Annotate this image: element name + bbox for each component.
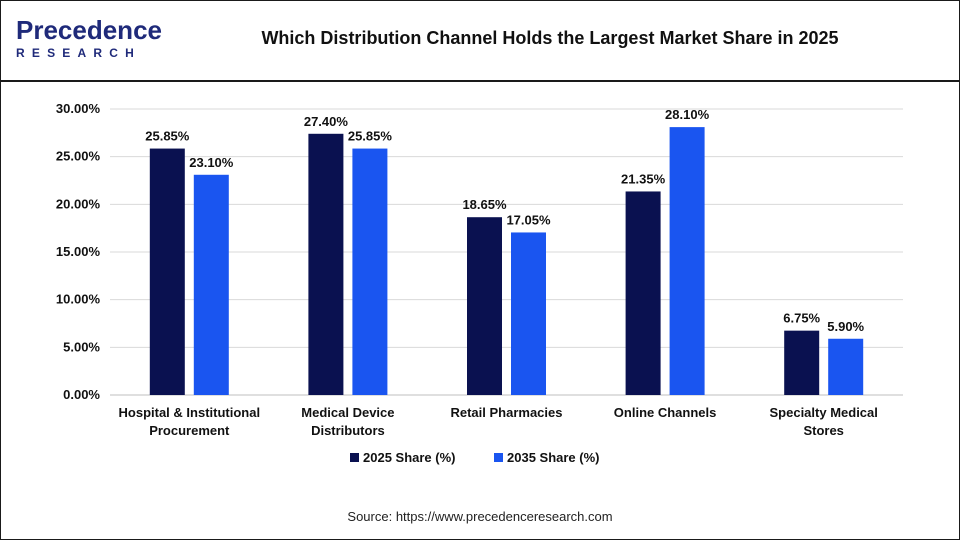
legend-label-2025: 2025 Share (%): [363, 450, 456, 465]
x-tick-label: Distributors: [311, 423, 385, 438]
bar-2035: [352, 148, 388, 395]
y-tick-label: 0.00%: [63, 387, 100, 402]
logo-subtitle: RESEARCH: [16, 46, 141, 60]
y-tick-label: 10.00%: [56, 292, 101, 307]
bar-2035: [828, 338, 864, 395]
y-tick-label: 30.00%: [56, 101, 101, 116]
bar-2025: [784, 330, 820, 395]
data-label: 23.10%: [189, 155, 234, 170]
data-label: 28.10%: [665, 107, 710, 122]
legend-swatch-2035: [494, 453, 503, 462]
brand-logo: Precedence RESEARCH: [16, 16, 166, 64]
legend-swatch-2025: [350, 453, 359, 462]
data-label: 27.40%: [304, 114, 349, 129]
bar-2025: [308, 133, 344, 395]
data-label: 5.90%: [827, 319, 864, 334]
legend-label-2035: 2035 Share (%): [507, 450, 600, 465]
bar-2035: [193, 174, 229, 395]
bar-2035: [669, 127, 705, 395]
y-tick-label: 15.00%: [56, 244, 101, 259]
x-tick-label: Procurement: [149, 423, 230, 438]
data-label: 18.65%: [462, 197, 507, 212]
x-tick-label: Online Channels: [614, 405, 717, 420]
source-note: Source: https://www.precedenceresearch.c…: [347, 509, 613, 524]
bar-chart: 0.00% 5.00% 10.00% 15.00% 20.00% 25.00% 30.00%…: [56, 101, 903, 465]
header: Precedence RESEARCH Which Distribution C…: [0, 0, 960, 82]
y-tick-label: 5.00%: [63, 339, 100, 354]
bar-2025: [149, 148, 185, 395]
x-tick-label: Medical Device: [301, 405, 394, 420]
data-label: 21.35%: [621, 171, 666, 186]
data-label: 6.75%: [783, 311, 820, 326]
y-tick-label: 25.00%: [56, 149, 101, 164]
x-tick-label: Retail Pharmacies: [450, 405, 562, 420]
data-label: 25.85%: [145, 129, 190, 144]
y-tick-label: 20.00%: [56, 196, 101, 211]
data-label: 25.85%: [348, 129, 393, 144]
bar-2025: [625, 191, 661, 395]
x-tick-label: Specialty Medical: [770, 405, 878, 420]
chart-title: Which Distribution Channel Holds the Lar…: [261, 28, 839, 48]
x-tick-label: Hospital & Institutional: [119, 405, 261, 420]
bar-2025: [467, 217, 502, 395]
bar-2035: [511, 232, 546, 395]
data-label: 17.05%: [506, 212, 551, 227]
x-tick-label: Stores: [803, 423, 843, 438]
logo-wordmark: Precedence: [16, 15, 162, 45]
